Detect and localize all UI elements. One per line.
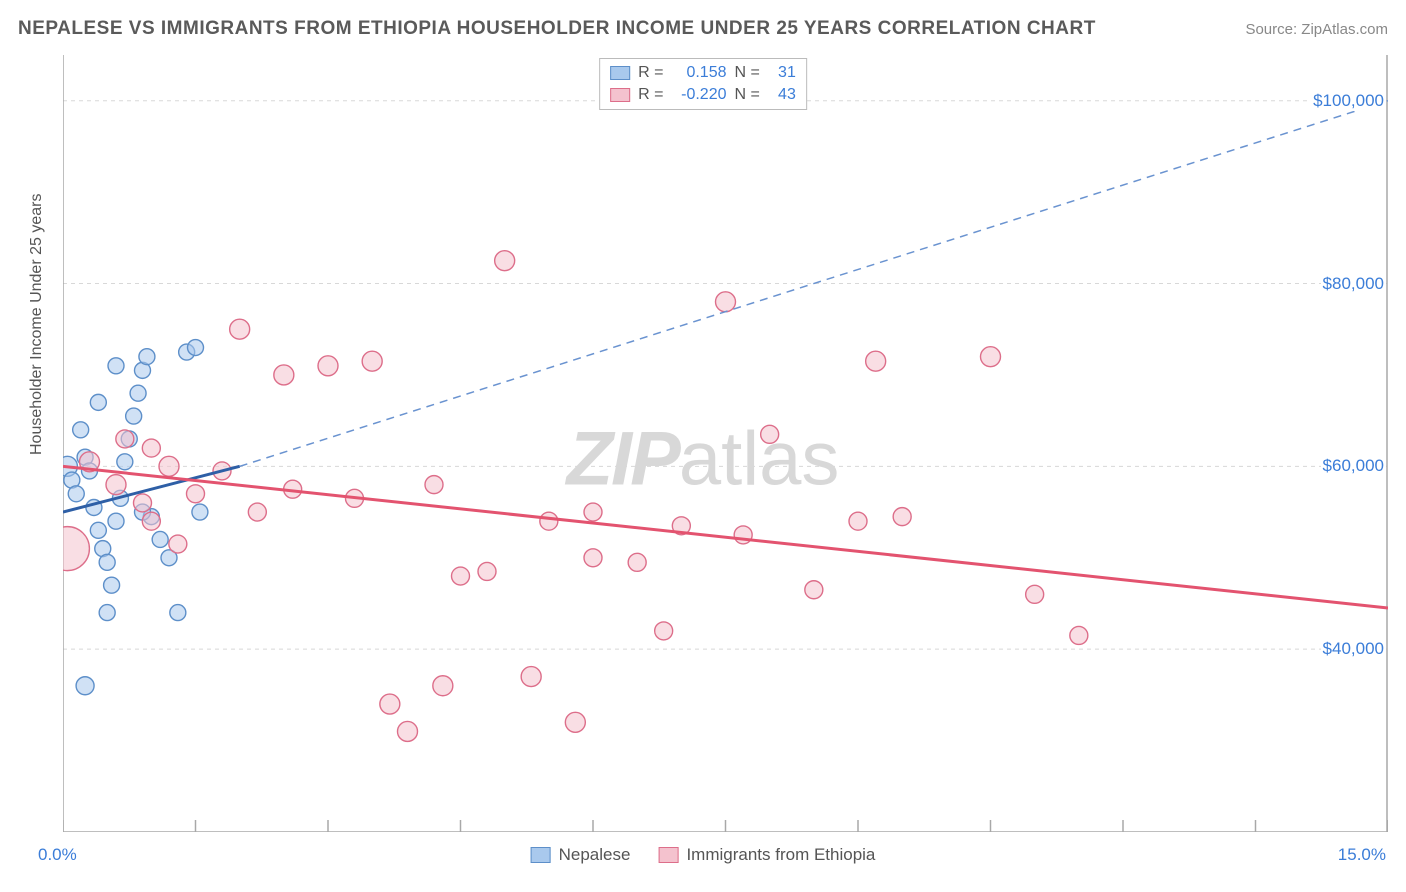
y-tick-label: $80,000 [1321,274,1386,294]
legend-swatch-0 [531,847,551,863]
legend-label-0: Nepalese [559,845,631,865]
correlation-legend: R = 0.158 N = 31 R = -0.220 N = 43 [599,58,807,110]
legend-label-1: Immigrants from Ethiopia [686,845,875,865]
scatter-plot [63,55,1388,832]
r-label: R = [638,84,663,106]
y-tick-label: $40,000 [1321,639,1386,659]
y-tick-label: $100,000 [1311,91,1386,111]
swatch-series-1 [610,88,630,102]
y-tick-label: $60,000 [1321,456,1386,476]
n-value-1: 43 [768,84,796,106]
legend-swatch-1 [658,847,678,863]
r-label: R = [638,62,663,84]
x-axis-max: 15.0% [1338,845,1386,865]
r-value-0: 0.158 [672,62,727,84]
n-label: N = [735,62,760,84]
series-legend: Nepalese Immigrants from Ethiopia [531,845,876,865]
n-label: N = [735,84,760,106]
x-axis-min: 0.0% [38,845,77,865]
swatch-series-0 [610,66,630,80]
chart-container: Householder Income Under 25 years ZIPatl… [18,55,1388,862]
chart-title: NEPALESE VS IMMIGRANTS FROM ETHIOPIA HOU… [18,18,1096,40]
n-value-0: 31 [768,62,796,84]
r-value-1: -0.220 [672,84,727,106]
y-axis-label: Householder Income Under 25 years [28,194,46,455]
source-attribution: Source: ZipAtlas.com [1245,21,1388,38]
